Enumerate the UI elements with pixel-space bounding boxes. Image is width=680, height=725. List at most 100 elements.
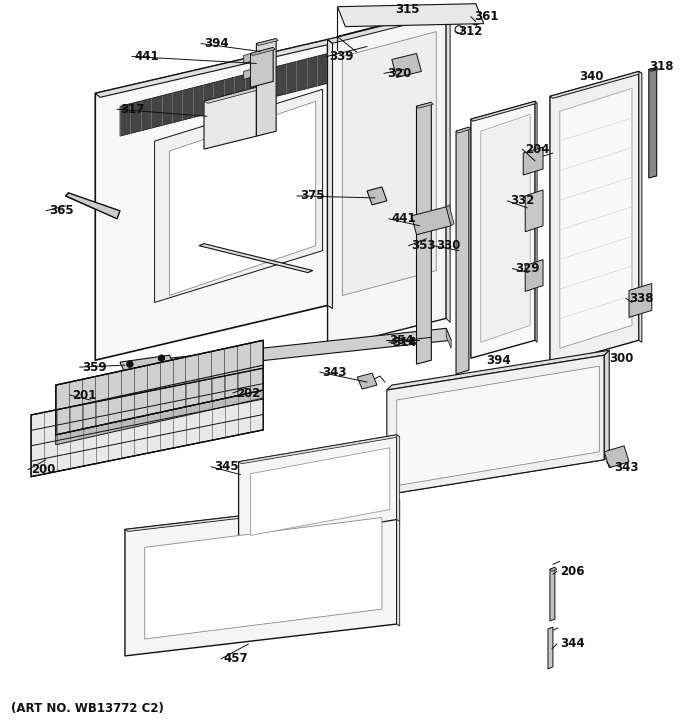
Text: 353: 353 <box>411 239 436 252</box>
Text: 354: 354 <box>389 334 413 347</box>
Polygon shape <box>525 260 543 291</box>
Polygon shape <box>342 32 437 296</box>
Text: 394: 394 <box>486 354 510 367</box>
Polygon shape <box>649 67 657 178</box>
Polygon shape <box>411 207 451 235</box>
Polygon shape <box>31 368 263 476</box>
Text: 394: 394 <box>204 37 228 50</box>
Text: (ART NO. WB13772 C2): (ART NO. WB13772 C2) <box>12 703 164 715</box>
Polygon shape <box>66 193 120 219</box>
Text: 441: 441 <box>392 212 416 225</box>
Text: 343: 343 <box>614 461 639 474</box>
Polygon shape <box>169 328 451 370</box>
Polygon shape <box>560 88 632 348</box>
Text: 320: 320 <box>387 67 411 80</box>
Polygon shape <box>256 38 278 46</box>
Polygon shape <box>95 40 333 97</box>
Polygon shape <box>639 72 642 342</box>
Text: 202: 202 <box>236 386 260 399</box>
Text: 314: 314 <box>392 336 416 349</box>
Polygon shape <box>629 283 651 318</box>
Polygon shape <box>550 72 639 365</box>
Polygon shape <box>605 446 629 468</box>
Circle shape <box>127 361 133 367</box>
Polygon shape <box>525 190 543 232</box>
Polygon shape <box>417 102 433 108</box>
Text: 315: 315 <box>395 3 420 16</box>
Polygon shape <box>535 102 537 342</box>
Polygon shape <box>154 89 322 302</box>
Polygon shape <box>337 4 483 27</box>
Text: 200: 200 <box>31 463 55 476</box>
Text: 359: 359 <box>82 360 107 373</box>
Polygon shape <box>250 48 275 56</box>
Text: 345: 345 <box>214 460 239 473</box>
Polygon shape <box>367 187 387 205</box>
Polygon shape <box>456 127 469 374</box>
Polygon shape <box>481 115 530 342</box>
Polygon shape <box>169 102 316 296</box>
Polygon shape <box>446 328 451 348</box>
Text: 300: 300 <box>609 352 634 365</box>
Text: 344: 344 <box>560 637 584 650</box>
Polygon shape <box>239 435 396 547</box>
Text: 332: 332 <box>511 194 534 207</box>
Polygon shape <box>56 340 263 435</box>
Polygon shape <box>605 350 609 460</box>
Polygon shape <box>417 102 431 364</box>
Polygon shape <box>387 350 609 390</box>
Text: 329: 329 <box>515 262 540 275</box>
Text: 204: 204 <box>525 143 549 156</box>
Polygon shape <box>250 448 390 536</box>
Polygon shape <box>120 355 174 373</box>
Text: 340: 340 <box>579 70 604 83</box>
Polygon shape <box>548 627 553 669</box>
Text: 365: 365 <box>49 204 73 218</box>
Polygon shape <box>145 518 382 639</box>
Polygon shape <box>204 87 260 103</box>
Text: 339: 339 <box>330 50 354 63</box>
Text: 330: 330 <box>437 239 460 252</box>
Polygon shape <box>471 102 537 121</box>
Polygon shape <box>256 38 276 136</box>
Polygon shape <box>387 355 605 494</box>
Polygon shape <box>239 435 400 464</box>
Polygon shape <box>456 127 471 133</box>
Polygon shape <box>250 48 273 87</box>
Text: 338: 338 <box>629 292 653 305</box>
Polygon shape <box>550 567 557 571</box>
Circle shape <box>158 355 165 361</box>
Polygon shape <box>523 147 543 175</box>
Polygon shape <box>396 435 400 521</box>
Polygon shape <box>56 390 263 445</box>
Polygon shape <box>328 9 446 348</box>
Text: 343: 343 <box>322 365 347 378</box>
Polygon shape <box>471 102 535 358</box>
Text: 317: 317 <box>120 103 144 116</box>
Text: 361: 361 <box>474 10 498 23</box>
Text: 441: 441 <box>135 50 159 63</box>
Polygon shape <box>396 497 400 626</box>
Polygon shape <box>95 40 328 360</box>
Polygon shape <box>328 40 333 308</box>
Polygon shape <box>357 373 377 389</box>
Text: 457: 457 <box>224 652 248 666</box>
Polygon shape <box>550 72 642 99</box>
Polygon shape <box>125 497 396 656</box>
Polygon shape <box>243 54 250 64</box>
Polygon shape <box>446 9 450 323</box>
Text: 312: 312 <box>458 25 482 38</box>
Text: 375: 375 <box>300 189 324 202</box>
Polygon shape <box>446 205 454 225</box>
Text: 201: 201 <box>73 389 97 402</box>
Text: 318: 318 <box>649 60 673 73</box>
Polygon shape <box>550 567 555 621</box>
Polygon shape <box>199 244 313 273</box>
Polygon shape <box>328 9 450 44</box>
Polygon shape <box>120 54 328 136</box>
Polygon shape <box>392 54 422 78</box>
Polygon shape <box>396 366 599 486</box>
Text: 206: 206 <box>560 565 584 578</box>
Polygon shape <box>243 70 250 80</box>
Polygon shape <box>125 497 400 531</box>
